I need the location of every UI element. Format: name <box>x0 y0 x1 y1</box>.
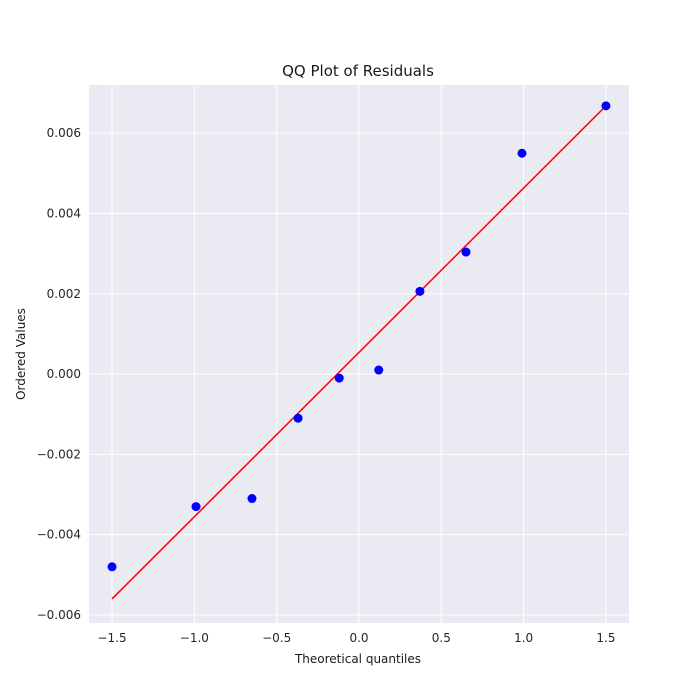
x-axis-label: Theoretical quantiles <box>294 652 421 666</box>
data-point <box>247 494 257 504</box>
y-tick-label: −0.006 <box>37 608 81 622</box>
data-point <box>517 148 527 158</box>
y-tick-label: 0.006 <box>47 126 81 140</box>
x-tick-label: 1.5 <box>596 631 615 645</box>
data-point <box>293 413 303 423</box>
data-point <box>601 101 611 111</box>
data-point <box>191 502 201 512</box>
x-tick-label: 0.0 <box>349 631 368 645</box>
x-tick-label: 0.5 <box>432 631 451 645</box>
y-tick-label: −0.002 <box>37 447 81 461</box>
data-point <box>461 247 471 257</box>
data-point <box>107 562 117 572</box>
fit-line <box>111 105 607 600</box>
y-axis-label: Ordered Values <box>14 308 28 400</box>
data-point <box>334 373 344 383</box>
x-tick-label: −0.5 <box>262 631 291 645</box>
x-tick-label: −1.0 <box>180 631 209 645</box>
y-tick-label: 0.002 <box>47 287 81 301</box>
y-tick-label: −0.004 <box>37 528 81 542</box>
y-tick-label: 0.004 <box>47 206 81 220</box>
data-point <box>415 286 425 296</box>
x-tick-label: 1.0 <box>514 631 533 645</box>
y-tick-label: 0.000 <box>47 367 81 381</box>
data-point <box>374 365 384 375</box>
chart-title: QQ Plot of Residuals <box>282 62 434 80</box>
plot-area: −1.5 −1.0 −0.5 0.0 0.5 1.0 1.5 −0.006 −0.004 −0.0… <box>37 85 629 645</box>
x-tick-label: −1.5 <box>97 631 126 645</box>
